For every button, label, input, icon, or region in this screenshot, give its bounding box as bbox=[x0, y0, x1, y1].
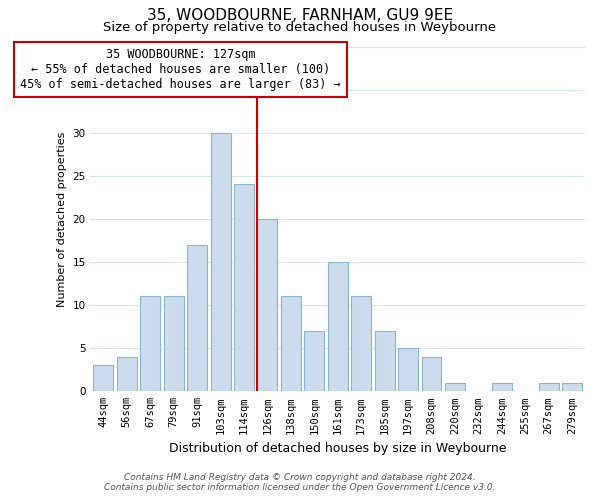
Bar bbox=[257, 219, 277, 392]
Bar bbox=[374, 331, 395, 392]
Text: Contains HM Land Registry data © Crown copyright and database right 2024.
Contai: Contains HM Land Registry data © Crown c… bbox=[104, 473, 496, 492]
Text: 35 WOODBOURNE: 127sqm
← 55% of detached houses are smaller (100)
45% of semi-det: 35 WOODBOURNE: 127sqm ← 55% of detached … bbox=[20, 48, 341, 91]
Bar bbox=[187, 245, 207, 392]
Bar bbox=[539, 382, 559, 392]
Bar bbox=[140, 296, 160, 392]
Bar bbox=[117, 357, 137, 392]
Bar bbox=[328, 262, 347, 392]
Bar bbox=[492, 382, 512, 392]
Bar bbox=[211, 132, 230, 392]
X-axis label: Distribution of detached houses by size in Weybourne: Distribution of detached houses by size … bbox=[169, 442, 506, 455]
Bar bbox=[94, 366, 113, 392]
Text: 35, WOODBOURNE, FARNHAM, GU9 9EE: 35, WOODBOURNE, FARNHAM, GU9 9EE bbox=[147, 8, 453, 22]
Bar bbox=[422, 357, 442, 392]
Bar bbox=[304, 331, 324, 392]
Bar bbox=[562, 382, 582, 392]
Text: Size of property relative to detached houses in Weybourne: Size of property relative to detached ho… bbox=[103, 21, 497, 34]
Bar bbox=[164, 296, 184, 392]
Bar bbox=[351, 296, 371, 392]
Bar bbox=[281, 296, 301, 392]
Bar bbox=[398, 348, 418, 392]
Bar bbox=[445, 382, 465, 392]
Y-axis label: Number of detached properties: Number of detached properties bbox=[57, 131, 67, 306]
Bar bbox=[234, 184, 254, 392]
